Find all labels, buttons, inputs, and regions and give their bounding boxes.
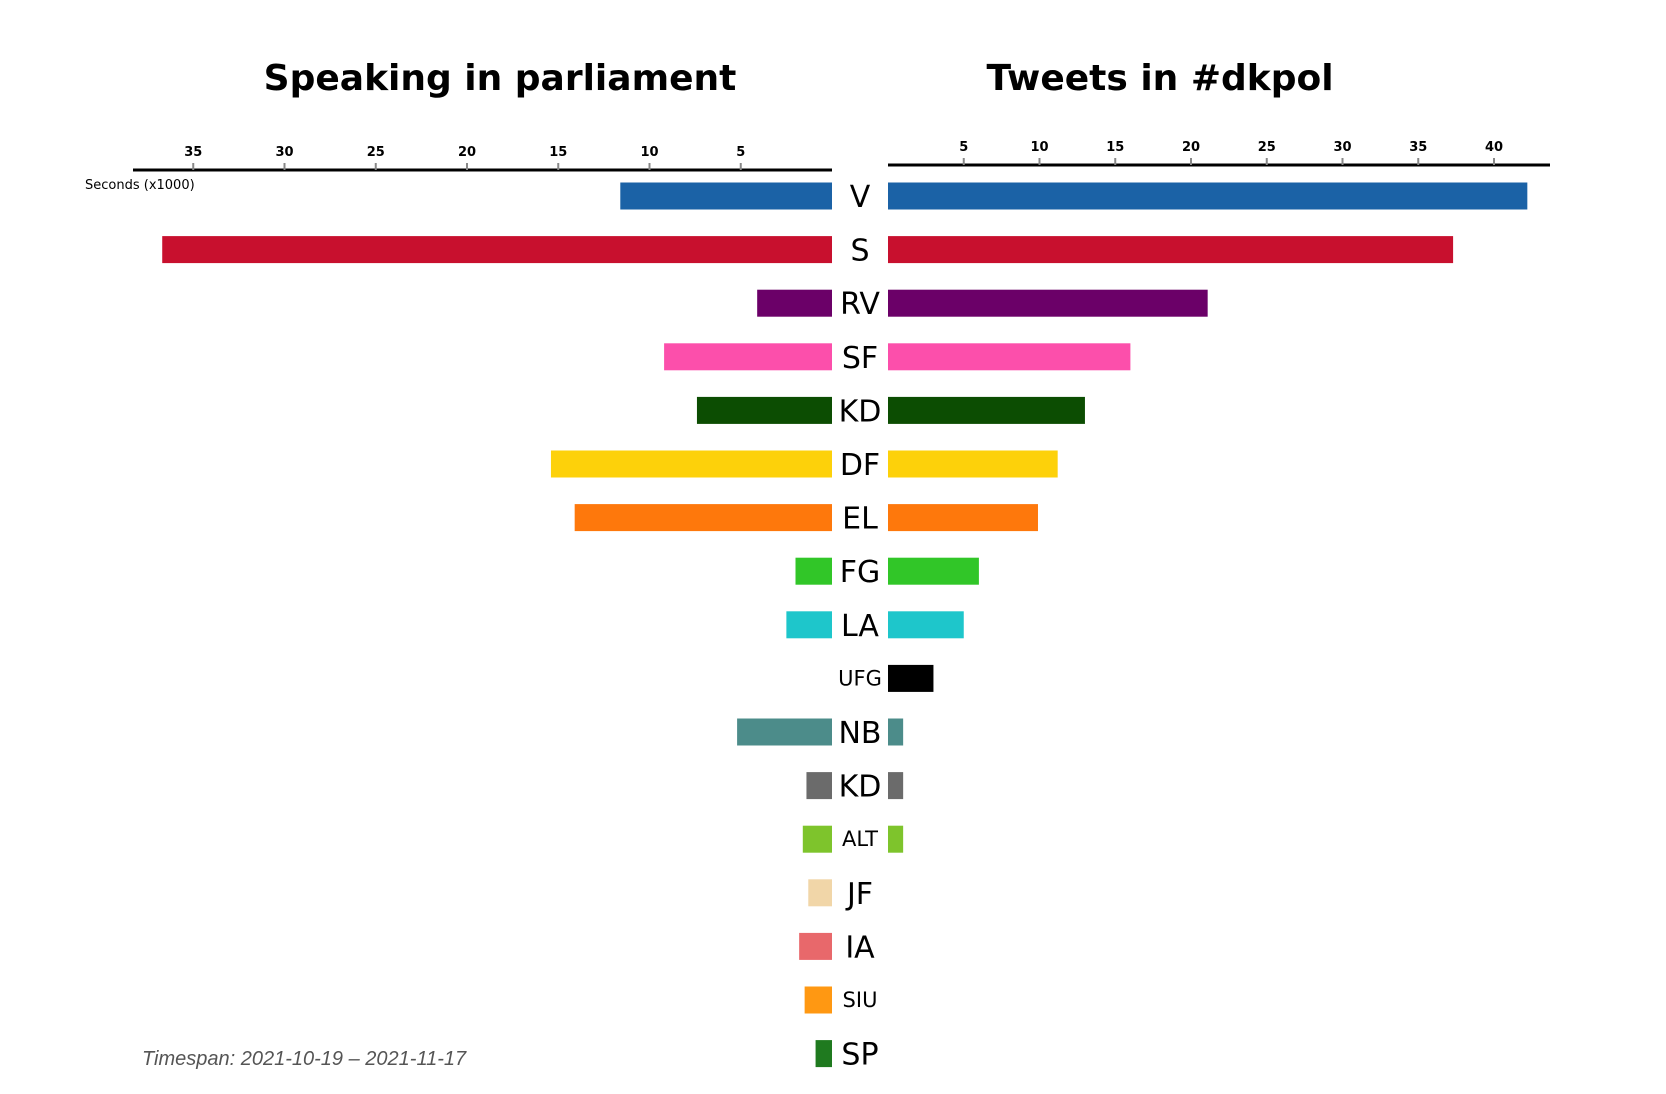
left-axis-unit-label: Seconds (x1000) [85,178,195,193]
left-axis-ticks: 5 10 15 20 25 30 35 [184,145,745,170]
right-tick-label: 10 [1030,140,1048,155]
left-bar-rv [757,289,832,317]
right-bar-ufg [888,664,934,692]
right-tick-label: 25 [1258,140,1276,155]
party-label-kd: KD [839,770,882,805]
right-tick-label: 30 [1333,140,1351,155]
right-tick-label: 40 [1485,140,1503,155]
party-labels: VS RV SF KD DF EL FG LA UFG NB KD ALT JF IA SIU SP [838,180,882,1073]
left-bar-nb [737,718,832,746]
right-tick-label: 5 [959,140,968,155]
right-bars [888,182,1528,853]
party-label-sp: SP [841,1038,878,1073]
right-bar-rv [888,289,1208,317]
party-label-ufg: UFG [838,666,882,690]
party-label-alt: ALT [842,827,878,851]
left-bar-la [786,611,832,639]
left-bar-siu [804,986,832,1014]
right-tick-label: 15 [1106,140,1124,155]
left-tick-label: 20 [458,145,476,160]
left-bar-s [162,236,833,264]
right-tick-label: 35 [1409,140,1427,155]
right-bar-kd [888,396,1085,424]
party-label-la: LA [841,609,879,644]
party-label-jf: JF [845,877,873,912]
party-label-s: S [850,234,869,269]
party-label-df: DF [840,448,880,483]
right-bar-nb [888,718,904,746]
right-bar-v [888,182,1528,210]
right-bar-kd [888,772,904,800]
left-tick-label: 15 [549,145,567,160]
left-bar-fg [795,557,832,585]
left-tick-label: 10 [640,145,658,160]
left-chart-title: Speaking in parliament [264,58,737,99]
right-bar-la [888,611,964,639]
right-axis-ticks: 5 10 15 20 25 30 35 40 [959,140,1503,165]
party-label-el: EL [842,502,878,537]
right-bar-s [888,236,1454,264]
left-bar-sf [664,343,832,371]
left-tick-label: 25 [367,145,385,160]
party-label-rv: RV [840,287,880,322]
timespan-note: Timespan: 2021-10-19 – 2021-11-17 [142,1048,467,1070]
right-tick-label: 20 [1182,140,1200,155]
party-label-v: V [850,180,871,215]
right-bar-fg [888,557,979,585]
right-bar-alt [888,825,904,853]
left-bar-v [620,182,832,210]
left-bar-el [574,504,832,532]
party-label-ia: IA [845,930,875,965]
left-bar-kd [696,396,832,424]
left-bar-jf [808,879,832,907]
right-chart-title: Tweets in #dkpol [986,58,1333,99]
left-tick-label: 5 [736,145,745,160]
left-bar-ia [799,932,832,960]
left-bars [162,182,833,1068]
right-bar-sf [888,343,1131,371]
party-label-siu: SIU [843,988,878,1012]
left-tick-label: 35 [184,145,202,160]
party-label-nb: NB [838,716,881,751]
party-label-kd: KD [839,394,882,429]
party-label-fg: FG [840,555,881,590]
left-bar-kd [806,772,832,800]
left-bar-sp [815,1040,832,1068]
right-bar-el [888,504,1038,532]
party-label-sf: SF [842,341,878,376]
left-bar-df [550,450,832,478]
left-tick-label: 30 [275,145,293,160]
left-bar-alt [802,825,832,853]
right-bar-df [888,450,1058,478]
